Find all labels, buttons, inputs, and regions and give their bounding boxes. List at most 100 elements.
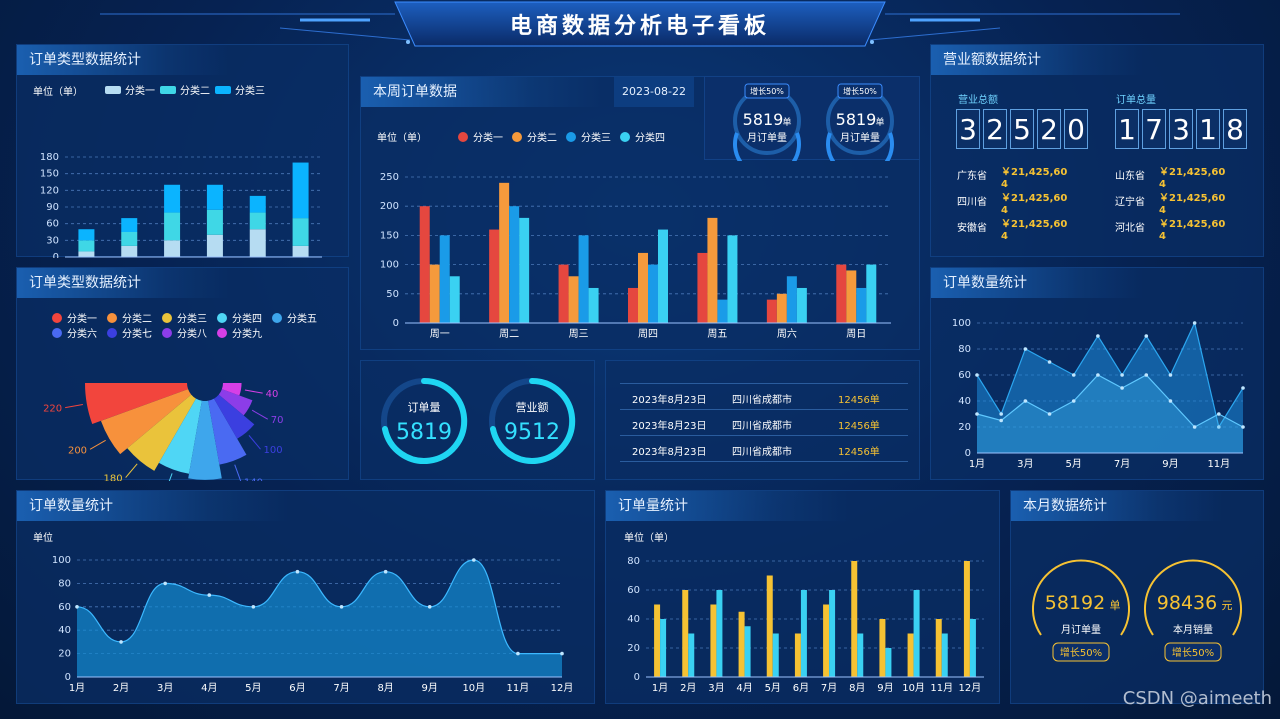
x-tick-label: 11月 bbox=[930, 682, 953, 694]
data-point bbox=[516, 651, 520, 656]
x-tick-label: 周一 bbox=[430, 328, 450, 340]
province-name: 安徽省 bbox=[957, 223, 987, 234]
x-tick-label: 6月 bbox=[289, 682, 305, 694]
bar bbox=[688, 633, 695, 677]
bar bbox=[885, 648, 892, 677]
bar bbox=[907, 633, 914, 677]
y-tick-label: 100 bbox=[380, 260, 399, 271]
ring-label: 月订单量 bbox=[747, 132, 787, 144]
data-point bbox=[295, 569, 300, 574]
x-tick-label: 周五 bbox=[707, 328, 727, 340]
bar bbox=[857, 633, 864, 677]
y-tick-label: 100 bbox=[52, 555, 71, 566]
bar bbox=[796, 287, 807, 323]
unit-label: 单位（单） bbox=[624, 531, 674, 544]
data-point bbox=[1192, 425, 1197, 429]
panel-title: 订单类型数据统计 bbox=[17, 268, 229, 298]
ring-arc bbox=[1032, 559, 1130, 636]
area-fill bbox=[77, 560, 562, 677]
rose-slice bbox=[85, 383, 189, 425]
month-data-panel: 本月数据统计 58192 单月订单量 增长50% 98436 元本月销量 增长50% bbox=[1010, 490, 1264, 704]
legend-dot bbox=[52, 328, 62, 338]
growth-badge: 增长50% bbox=[843, 86, 877, 96]
bar bbox=[292, 218, 309, 246]
bar bbox=[419, 206, 430, 323]
legend-label: 分类二 bbox=[122, 312, 152, 325]
badge-frame bbox=[1052, 642, 1110, 662]
bar bbox=[856, 287, 867, 323]
digit-box: 2 bbox=[1037, 109, 1061, 149]
row-date: 2023年8月23日 bbox=[632, 447, 707, 458]
legend-dot bbox=[162, 313, 172, 323]
ring-arc bbox=[733, 132, 801, 161]
data-point bbox=[75, 605, 79, 609]
slice-value-label: 140 bbox=[244, 478, 263, 481]
x-tick-label: 9月 bbox=[422, 682, 438, 694]
y-tick-label: 0 bbox=[65, 672, 71, 683]
province-amount: ￥21,425,604 bbox=[1001, 219, 1068, 242]
panel-title: 订单数量统计 bbox=[17, 491, 289, 521]
legend-label: 分类七 bbox=[122, 327, 152, 340]
bar bbox=[164, 212, 181, 241]
data-point bbox=[1120, 373, 1124, 377]
bar bbox=[489, 229, 500, 323]
x-tick-label: 5月 bbox=[1066, 458, 1082, 470]
ring-value: 5819 bbox=[836, 110, 877, 129]
ring-value: 98436 bbox=[1157, 592, 1217, 614]
bar bbox=[727, 235, 738, 323]
x-tick-label: 周四 bbox=[638, 328, 658, 340]
x-tick-label: 2月 bbox=[113, 682, 129, 694]
bar bbox=[682, 590, 689, 677]
order-type-bar-panel: 订单类型数据统计 单位（单）分类一分类二分类三03060901201501801… bbox=[16, 44, 349, 258]
series-line bbox=[76, 559, 562, 655]
bar bbox=[206, 209, 223, 235]
bar bbox=[588, 287, 599, 323]
bar bbox=[941, 633, 948, 677]
legend-label: 分类二 bbox=[180, 84, 210, 97]
list-row: 2023年8月23日 四川省成都市 12456单 bbox=[620, 435, 908, 460]
ring-unit: 单 bbox=[875, 116, 884, 128]
bar bbox=[628, 287, 638, 323]
slice-value-label: 70 bbox=[271, 415, 284, 426]
bar bbox=[292, 245, 309, 257]
label-leader bbox=[125, 463, 138, 478]
ring-value: 58192 bbox=[1045, 592, 1105, 614]
data-point bbox=[1096, 334, 1100, 338]
order-count-line-chart: 0 20 40 60 80 100 1月 2月 3月 4月 5月 6月 7月 8月 9月 10月 11月 12月 单… bbox=[33, 531, 573, 694]
row-count: 12456单 bbox=[838, 447, 880, 458]
legend-dot bbox=[217, 328, 227, 338]
bar bbox=[707, 217, 718, 323]
bar bbox=[717, 299, 728, 323]
legend-dot bbox=[162, 328, 172, 338]
bar bbox=[836, 264, 847, 323]
rose-slice bbox=[158, 398, 202, 474]
x-tick-label: 9月 bbox=[1162, 458, 1178, 470]
y-tick-label: 150 bbox=[40, 169, 59, 180]
watermark: CSDN @aimeeth bbox=[1122, 688, 1272, 709]
data-point bbox=[207, 593, 212, 597]
bar bbox=[716, 590, 723, 677]
ring-unit: 元 bbox=[1222, 599, 1233, 612]
x-tick-label: 4月 bbox=[201, 682, 217, 694]
row-city: 四川省成都市 bbox=[732, 421, 792, 432]
bar bbox=[786, 276, 797, 323]
order-count-line-panel: 订单数量统计 0 20 40 60 80 100 1月 2月 3月 4月 5月 6月 7月 8月 9月 10月… bbox=[16, 490, 595, 704]
growth-badge: 增长50% bbox=[1172, 646, 1214, 659]
y-tick-label: 80 bbox=[58, 578, 71, 589]
label-leader bbox=[89, 439, 106, 450]
legend-swatch bbox=[160, 86, 176, 94]
unit-label: 单位 bbox=[33, 531, 53, 544]
row-city: 四川省成都市 bbox=[732, 395, 792, 406]
label-leader bbox=[234, 464, 242, 481]
legend-dot bbox=[272, 313, 282, 323]
legend-dot bbox=[107, 313, 117, 323]
digit-box: 1 bbox=[1115, 109, 1139, 149]
x-tick-label: 6月 bbox=[793, 682, 809, 694]
x-tick-label: 3月 bbox=[1017, 458, 1033, 470]
data-point bbox=[1120, 386, 1124, 390]
y-tick-label: 60 bbox=[958, 370, 971, 381]
digit-box: 0 bbox=[1064, 109, 1088, 149]
panel-title: 本月数据统计 bbox=[1011, 491, 1223, 521]
ring-arc bbox=[1144, 559, 1242, 636]
ring-label: 本月销量 bbox=[1173, 623, 1213, 636]
